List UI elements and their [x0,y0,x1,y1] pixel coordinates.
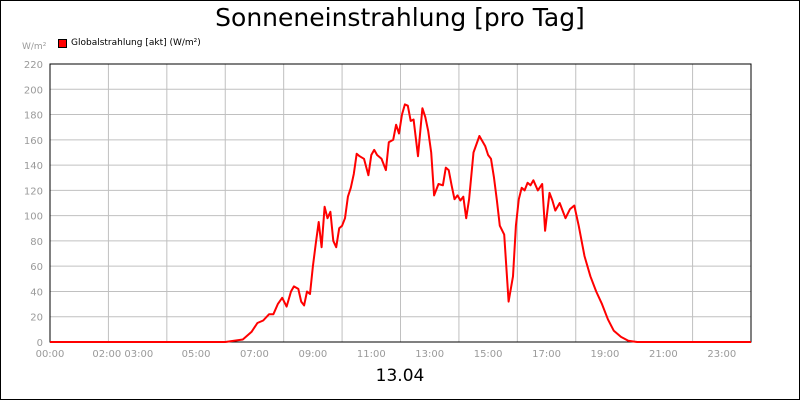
x-tick-label: 07:00 [240,349,269,360]
legend: Globalstrahlung [akt] (W/m²) [58,38,201,48]
x-tick-label: 09:00 [298,349,327,360]
y-tick-label: 120 [24,186,43,197]
x-tick-label: 05:00 [182,349,211,360]
y-tick-label: 180 [24,111,43,122]
y-tick-label: 40 [30,287,43,298]
y-tick-label: 20 [30,313,43,324]
y-tick-label: 60 [30,262,43,273]
x-tick-label: 23:00 [707,349,736,360]
y-axis: 0 20 40 60 80 100 120 140 160 180 200 220 [24,60,43,349]
y-axis-unit-label: W/m² [22,42,47,52]
x-tick-label: 17:00 [532,349,561,360]
legend-label: Globalstrahlung [akt] (W/m²) [71,38,201,48]
y-tick-label: 160 [24,136,43,147]
x-tick-label: 13:00 [415,349,444,360]
y-tick-label: 220 [24,60,43,71]
x-axis: 00:00 02:00 03:00 05:00 07:00 09:00 11:00 13:0… [36,349,737,360]
legend-swatch-icon [58,38,67,48]
y-tick-label: 100 [24,212,43,223]
x-tick-label: 21:00 [649,349,678,360]
x-tick-label: 15:00 [474,349,503,360]
y-tick-label: 80 [30,237,43,248]
y-tick-label: 200 [24,85,43,96]
chart-title: Sonneneinstrahlung [pro Tag] [215,3,585,32]
x-tick-label: 19:00 [591,349,620,360]
y-tick-label: 0 [37,338,43,349]
grid [49,63,752,343]
plot-border [49,63,752,343]
x-tick-label: 02:00 03:00 [92,349,153,360]
x-tick-label: 00:00 [36,349,65,360]
x-axis-label: 13.04 [375,366,425,386]
x-tick-label: 11:00 [357,349,386,360]
y-tick-label: 140 [24,161,43,172]
series-line-globalstrahlung [50,103,751,343]
